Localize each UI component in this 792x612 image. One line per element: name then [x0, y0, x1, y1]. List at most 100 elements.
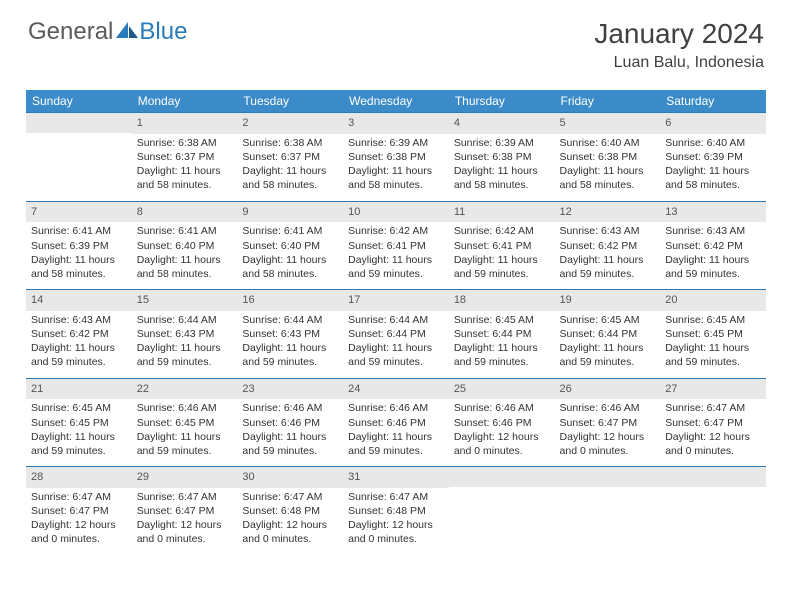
- day-info-line: Sunrise: 6:43 AM: [31, 313, 127, 327]
- day-info-line: Daylight: 12 hours: [31, 518, 127, 532]
- day-info: Sunrise: 6:41 AMSunset: 6:39 PMDaylight:…: [30, 224, 128, 281]
- day-info-line: Daylight: 12 hours: [242, 518, 338, 532]
- day-info-line: Daylight: 11 hours: [31, 430, 127, 444]
- logo-text-gray: General: [28, 18, 113, 46]
- day-cell: 1Sunrise: 6:38 AMSunset: 6:37 PMDaylight…: [132, 113, 238, 202]
- day-info: Sunrise: 6:44 AMSunset: 6:43 PMDaylight:…: [241, 313, 339, 370]
- day-info-line: Sunrise: 6:38 AM: [137, 136, 233, 150]
- day-info-line: and 58 minutes.: [31, 267, 127, 281]
- day-cell: 29Sunrise: 6:47 AMSunset: 6:47 PMDayligh…: [132, 467, 238, 555]
- dow-row: SundayMondayTuesdayWednesdayThursdayFrid…: [26, 90, 766, 113]
- day-info-line: Sunset: 6:38 PM: [560, 150, 656, 164]
- day-info-line: Sunset: 6:47 PM: [31, 504, 127, 518]
- day-info: Sunrise: 6:43 AMSunset: 6:42 PMDaylight:…: [664, 224, 762, 281]
- day-info-line: and 59 minutes.: [242, 444, 338, 458]
- day-number: 15: [132, 290, 238, 311]
- day-info-line: and 0 minutes.: [137, 532, 233, 546]
- day-info-line: Sunset: 6:47 PM: [560, 416, 656, 430]
- day-info: Sunrise: 6:45 AMSunset: 6:45 PMDaylight:…: [30, 401, 128, 458]
- day-cell: 30Sunrise: 6:47 AMSunset: 6:48 PMDayligh…: [237, 467, 343, 555]
- day-cell: 3Sunrise: 6:39 AMSunset: 6:38 PMDaylight…: [343, 113, 449, 202]
- week-row: 7Sunrise: 6:41 AMSunset: 6:39 PMDaylight…: [26, 201, 766, 290]
- day-cell: 16Sunrise: 6:44 AMSunset: 6:43 PMDayligh…: [237, 290, 343, 379]
- day-info-line: Daylight: 12 hours: [454, 430, 550, 444]
- day-info: Sunrise: 6:45 AMSunset: 6:44 PMDaylight:…: [559, 313, 657, 370]
- day-info-line: Sunrise: 6:42 AM: [348, 224, 444, 238]
- day-info-line: and 58 minutes.: [560, 178, 656, 192]
- day-info-line: Sunrise: 6:45 AM: [560, 313, 656, 327]
- day-info-line: Sunset: 6:45 PM: [31, 416, 127, 430]
- day-number: 11: [449, 202, 555, 223]
- day-info-line: and 59 minutes.: [560, 267, 656, 281]
- logo-text-blue: Blue: [139, 18, 187, 46]
- day-info: Sunrise: 6:40 AMSunset: 6:38 PMDaylight:…: [559, 136, 657, 193]
- day-info-line: Daylight: 11 hours: [242, 164, 338, 178]
- day-info-line: Sunset: 6:47 PM: [665, 416, 761, 430]
- day-info-line: Sunset: 6:41 PM: [454, 239, 550, 253]
- day-cell: 14Sunrise: 6:43 AMSunset: 6:42 PMDayligh…: [26, 290, 132, 379]
- day-info-line: and 0 minutes.: [665, 444, 761, 458]
- day-cell: 27Sunrise: 6:47 AMSunset: 6:47 PMDayligh…: [660, 378, 766, 467]
- day-number: 31: [343, 467, 449, 488]
- day-cell: 18Sunrise: 6:45 AMSunset: 6:44 PMDayligh…: [449, 290, 555, 379]
- day-cell: 12Sunrise: 6:43 AMSunset: 6:42 PMDayligh…: [555, 201, 661, 290]
- day-info-line: Sunrise: 6:43 AM: [665, 224, 761, 238]
- day-info-line: Daylight: 11 hours: [348, 164, 444, 178]
- day-number: 30: [237, 467, 343, 488]
- day-info-line: Daylight: 11 hours: [242, 341, 338, 355]
- day-info-line: Daylight: 11 hours: [665, 341, 761, 355]
- day-info-line: Sunset: 6:40 PM: [242, 239, 338, 253]
- day-info-line: Sunset: 6:43 PM: [242, 327, 338, 341]
- day-info-line: Daylight: 11 hours: [454, 253, 550, 267]
- day-number: 29: [132, 467, 238, 488]
- day-info-line: and 59 minutes.: [560, 355, 656, 369]
- logo-sail-icon: [116, 22, 138, 38]
- day-info-line: and 59 minutes.: [31, 444, 127, 458]
- day-number: 13: [660, 202, 766, 223]
- day-info-line: and 58 minutes.: [137, 267, 233, 281]
- day-info: Sunrise: 6:38 AMSunset: 6:37 PMDaylight:…: [241, 136, 339, 193]
- header: General Blue January 2024 Luan Balu, Ind…: [0, 0, 792, 82]
- day-info-line: Sunrise: 6:43 AM: [560, 224, 656, 238]
- day-info-line: and 59 minutes.: [348, 267, 444, 281]
- day-info-line: and 0 minutes.: [560, 444, 656, 458]
- day-number: 21: [26, 379, 132, 400]
- day-info-line: Sunset: 6:37 PM: [137, 150, 233, 164]
- day-info: Sunrise: 6:43 AMSunset: 6:42 PMDaylight:…: [559, 224, 657, 281]
- day-info: Sunrise: 6:40 AMSunset: 6:39 PMDaylight:…: [664, 136, 762, 193]
- day-info-line: Sunset: 6:42 PM: [665, 239, 761, 253]
- day-info-line: Sunset: 6:42 PM: [560, 239, 656, 253]
- day-info-line: and 58 minutes.: [665, 178, 761, 192]
- day-cell: 17Sunrise: 6:44 AMSunset: 6:44 PMDayligh…: [343, 290, 449, 379]
- day-info-line: Daylight: 11 hours: [31, 253, 127, 267]
- day-info-line: and 58 minutes.: [348, 178, 444, 192]
- day-number: 10: [343, 202, 449, 223]
- dow-cell: Saturday: [660, 90, 766, 113]
- day-info-line: Daylight: 12 hours: [348, 518, 444, 532]
- day-info-line: Daylight: 12 hours: [560, 430, 656, 444]
- day-info-line: and 0 minutes.: [31, 532, 127, 546]
- day-info-line: Daylight: 11 hours: [137, 341, 233, 355]
- day-info-line: Daylight: 11 hours: [348, 253, 444, 267]
- day-cell: 25Sunrise: 6:46 AMSunset: 6:46 PMDayligh…: [449, 378, 555, 467]
- dow-cell: Thursday: [449, 90, 555, 113]
- day-info-line: and 0 minutes.: [348, 532, 444, 546]
- day-cell: 7Sunrise: 6:41 AMSunset: 6:39 PMDaylight…: [26, 201, 132, 290]
- day-cell: 28Sunrise: 6:47 AMSunset: 6:47 PMDayligh…: [26, 467, 132, 555]
- day-info-line: and 58 minutes.: [242, 267, 338, 281]
- day-info-line: Sunrise: 6:41 AM: [137, 224, 233, 238]
- day-info: Sunrise: 6:41 AMSunset: 6:40 PMDaylight:…: [241, 224, 339, 281]
- day-info-line: and 0 minutes.: [454, 444, 550, 458]
- day-info-line: Sunset: 6:44 PM: [560, 327, 656, 341]
- title-block: January 2024 Luan Balu, Indonesia: [594, 18, 764, 72]
- dow-cell: Friday: [555, 90, 661, 113]
- day-number: 1: [132, 113, 238, 134]
- day-info: Sunrise: 6:46 AMSunset: 6:46 PMDaylight:…: [241, 401, 339, 458]
- day-info-line: and 59 minutes.: [348, 444, 444, 458]
- day-info: Sunrise: 6:38 AMSunset: 6:37 PMDaylight:…: [136, 136, 234, 193]
- day-number: 25: [449, 379, 555, 400]
- day-cell: 10Sunrise: 6:42 AMSunset: 6:41 PMDayligh…: [343, 201, 449, 290]
- day-info-line: Sunrise: 6:38 AM: [242, 136, 338, 150]
- day-info-line: Daylight: 11 hours: [665, 164, 761, 178]
- day-info-line: Sunrise: 6:47 AM: [665, 401, 761, 415]
